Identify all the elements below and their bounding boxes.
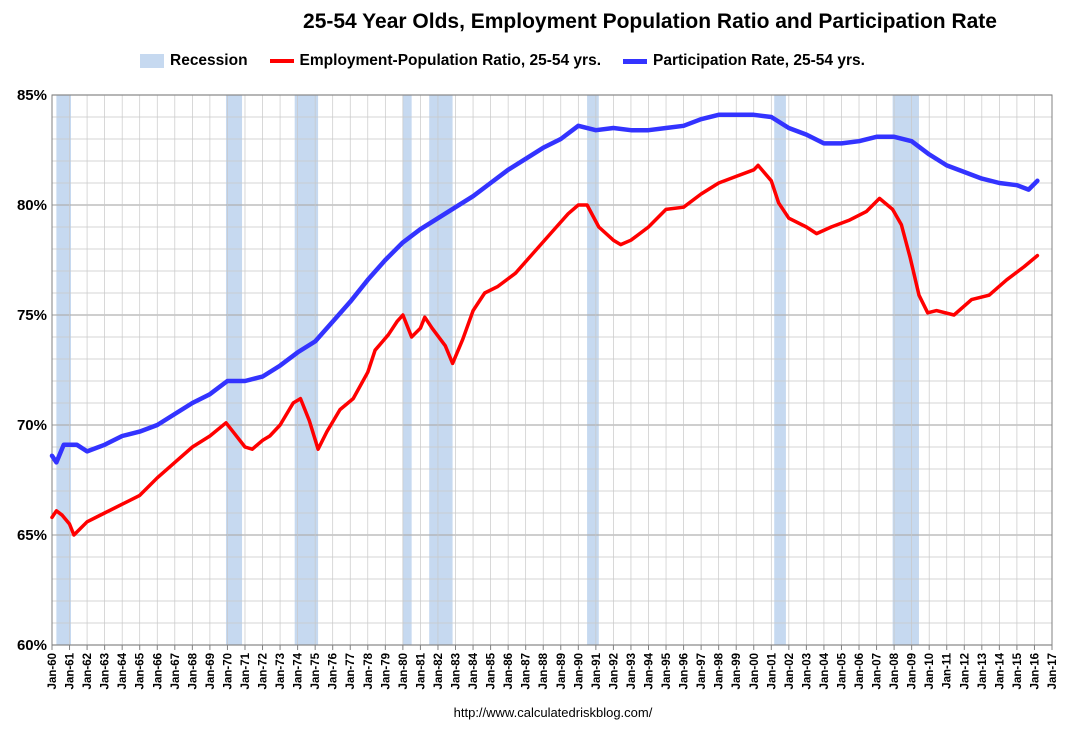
x-tick-label: Jan-80 [398,653,410,689]
series-line-employment [50,163,1040,537]
x-tick-label: Jan-97 [696,653,708,689]
x-tick-label: Jan-08 [889,652,901,689]
legend: Recession Employment-Population Ratio, 2… [140,51,887,71]
x-tick-label: Jan-67 [170,653,182,689]
x-tick-label: Jan-94 [643,652,655,689]
x-tick-label: Jan-09 [907,653,919,689]
x-tick-label: Jan-62 [82,653,94,689]
x-tick-label: Jan-72 [258,653,270,689]
x-tick-label: Jan-96 [679,653,691,689]
legend-label-recession: Recession [170,52,248,69]
x-tick-label: Jan-95 [661,652,673,689]
x-tick-label: Jan-79 [380,653,392,689]
recession-band-3 [402,95,412,645]
x-tick-label: Jan-05 [836,652,848,689]
recession-band-4 [429,95,453,645]
y-tick-label: 65% [17,527,47,544]
x-tick-label: Jan-10 [924,653,936,689]
x-tick-label: Jan-78 [363,652,375,689]
series-line-participation [49,112,1040,465]
recession-band-1 [225,95,243,645]
x-tick-label: Jan-88 [538,652,550,689]
x-tick-label: Jan-00 [749,653,761,689]
y-tick-label: 70% [17,417,47,434]
x-tick-label: Jan-65 [135,652,147,689]
legend-item-participation: Participation Rate, 25-54 yrs. [623,52,865,70]
x-tick-label: Jan-91 [591,652,603,689]
x-tick-label: Jan-90 [573,653,585,689]
y-tick-label: 80% [17,197,47,214]
x-tick-label: Jan-02 [784,653,796,689]
x-tick-label: Jan-61 [65,652,77,689]
x-tick-label: Jan-03 [801,653,813,689]
legend-label-participation: Participation Rate, 25-54 yrs. [653,52,865,69]
axes: 60% 65% 70% 75% 80% 85% Jan-60 Jan-61 Jan-62 Jan-… [17,87,1059,689]
x-tick-label: Jan-06 [854,653,866,689]
x-tick-label: Jan-82 [433,653,445,689]
x-tick-label: Jan-69 [205,653,217,689]
x-tick-label: Jan-15 [1012,652,1024,689]
legend-label-employment: Employment-Population Ratio, 25-54 yrs. [299,52,601,69]
x-tick-label: Jan-11 [942,652,954,688]
source-note: http://www.calculatedriskblog.com/ [453,705,653,720]
recession-band-5 [587,95,599,645]
x-tick-label: Jan-75 [310,652,322,689]
x-tick-label: Jan-71 [240,652,252,689]
x-tick-label: Jan-64 [117,652,129,689]
x-tick-label: Jan-99 [731,653,743,689]
x-tick-label: Jan-01 [766,652,778,689]
x-tick-label: Jan-73 [275,653,287,689]
recession-band-6 [774,95,786,645]
recession-bands [56,95,919,645]
x-tick-label: Jan-92 [608,653,620,689]
x-tick-label: Jan-04 [819,652,831,689]
x-tick-label: Jan-74 [293,652,305,689]
legend-item-employment: Employment-Population Ratio, 25-54 yrs. [269,52,601,70]
x-tick-label: Jan-07 [872,653,884,689]
recession-band-2 [294,95,319,645]
x-tick-label: Jan-14 [994,652,1006,689]
x-tick-label: Jan-77 [345,653,357,689]
x-tick-label: Jan-13 [977,653,989,689]
x-tick-label: Jan-81 [415,652,427,689]
x-tick-label: Jan-87 [521,653,533,689]
x-tick-label: Jan-66 [152,653,164,689]
x-tick-label: Jan-70 [222,653,234,689]
x-tick-label: Jan-17 [1047,653,1059,689]
x-tick-label: Jan-84 [468,652,480,689]
x-tick-label: Jan-89 [556,653,568,689]
chart-title: 25-54 Year Olds, Employment Population R… [303,10,997,33]
legend-swatch-recession [140,54,164,68]
y-tick-label: 60% [17,637,47,654]
legend-swatch-participation [623,58,647,64]
recession-band-0 [56,95,72,645]
x-tick-label: Jan-86 [503,653,515,689]
x-tick-label: Jan-16 [1029,653,1041,689]
series-lines [49,112,1040,537]
x-tick-label: Jan-12 [959,653,971,689]
x-tick-label: Jan-63 [100,653,112,689]
x-tick-label: Jan-93 [626,653,638,689]
x-tick-label: Jan-76 [328,653,340,689]
y-tick-label: 75% [17,307,47,324]
gridlines [51,94,1053,646]
x-tick-label: Jan-98 [714,652,726,689]
x-tick-label: Jan-85 [486,652,498,689]
legend-item-recession: Recession [140,52,248,70]
x-tick-label: Jan-68 [187,652,199,689]
plot-border [51,94,1053,646]
recession-band-7 [892,95,919,645]
x-tick-label: Jan-60 [47,653,59,689]
y-tick-label: 85% [17,87,47,104]
x-tick-label: Jan-83 [451,653,463,689]
legend-swatch-employment [269,59,294,63]
